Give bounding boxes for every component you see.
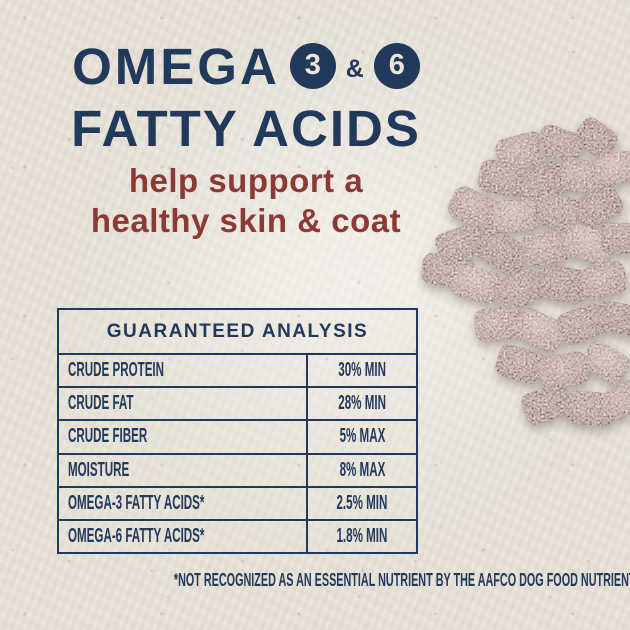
row-value: 1.8% MIN <box>336 524 388 547</box>
row-label-cell: OMEGA-6 FATTY ACIDS* <box>59 521 306 552</box>
omega-6-badge-number: 6 <box>388 48 405 81</box>
footnote: *NOT RECOGNIZED AS AN ESSENTIAL NUTRIENT… <box>0 570 630 591</box>
table-title: GUARANTEED ANALYSIS <box>59 310 416 355</box>
table-row: MOISTURE 8% MAX <box>59 454 416 488</box>
kibble-pile-image <box>421 117 630 427</box>
table-row: OMEGA-3 FATTY ACIDS* 2.5% MIN <box>59 487 416 521</box>
subtitle-line2: healthy skin & coat <box>90 202 402 239</box>
row-label-cell: OMEGA-3 FATTY ACIDS* <box>59 488 306 519</box>
headline-omega-word: OMEGA <box>72 37 280 95</box>
table-row: CRUDE FAT 28% MIN <box>59 388 416 422</box>
table-rows: CRUDE PROTEIN 30% MIN CRUDE FAT 28% MIN … <box>59 355 416 553</box>
row-value: 8% MAX <box>339 458 385 481</box>
row-value: 28% MIN <box>338 392 386 415</box>
row-value: 5% MAX <box>339 425 385 448</box>
guaranteed-analysis-table: GUARANTEED ANALYSIS CRUDE PROTEIN 30% MI… <box>57 308 418 554</box>
row-value: 2.5% MIN <box>336 491 388 514</box>
subtitle: help support a healthy skin & coat <box>0 161 492 241</box>
headline-fatty-acids: FATTY ACIDS <box>71 100 421 157</box>
row-label-cell: CRUDE FAT <box>59 388 306 419</box>
row-label-cell: CRUDE FIBER <box>59 421 306 452</box>
footnote-text: *NOT RECOGNIZED AS AN ESSENTIAL NUTRIENT… <box>173 570 630 590</box>
ampersand: & <box>345 54 364 83</box>
table-row: OMEGA-6 FATTY ACIDS* 1.8% MIN <box>59 520 416 553</box>
row-label: CRUDE PROTEIN <box>68 359 165 382</box>
row-value: 30% MIN <box>338 359 386 382</box>
row-label: MOISTURE <box>68 458 130 481</box>
row-value-cell: 8% MAX <box>306 454 416 486</box>
row-label: CRUDE FIBER <box>68 425 148 448</box>
table-row: CRUDE PROTEIN 30% MIN <box>59 355 416 389</box>
row-label: CRUDE FAT <box>68 392 134 415</box>
omega-6-badge: 6 <box>373 43 420 89</box>
row-label: OMEGA-6 FATTY ACIDS* <box>68 524 205 547</box>
table-row: CRUDE FIBER 5% MAX <box>59 421 416 455</box>
omega-3-badge: 3 <box>289 43 336 89</box>
row-value-cell: 5% MAX <box>306 421 416 453</box>
row-label: OMEGA-3 FATTY ACIDS* <box>68 491 205 514</box>
row-label-cell: CRUDE PROTEIN <box>59 355 306 386</box>
omega-3-badge-number: 3 <box>304 48 321 81</box>
row-value-cell: 28% MIN <box>306 388 416 420</box>
subtitle-line1: help support a <box>128 162 364 199</box>
row-label-cell: MOISTURE <box>59 455 306 486</box>
row-value-cell: 30% MIN <box>306 355 416 387</box>
row-value-cell: 2.5% MIN <box>306 487 416 519</box>
row-value-cell: 1.8% MIN <box>306 520 416 553</box>
headline-line1: OMEGA 3 & 6 <box>0 38 492 94</box>
